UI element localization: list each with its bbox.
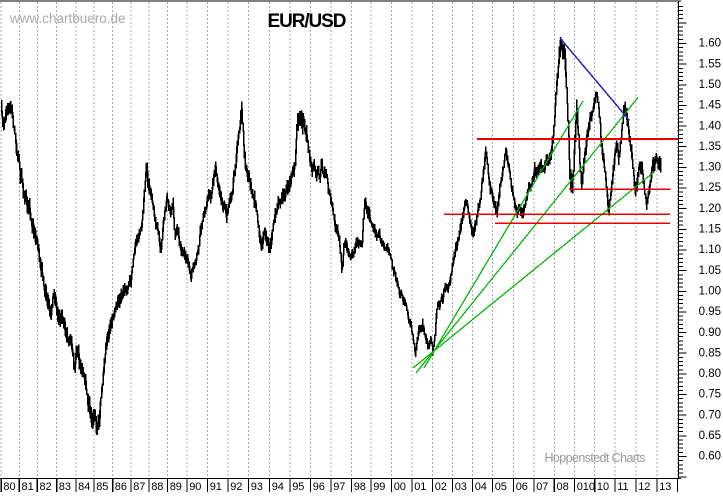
svg-text:1.45: 1.45 [699,100,721,112]
svg-text:83: 83 [59,481,71,492]
svg-text:1.35: 1.35 [699,141,721,153]
svg-text:1.10: 1.10 [699,244,721,256]
svg-text:0.85: 0.85 [699,347,721,359]
svg-text:81: 81 [22,481,34,492]
svg-text:www.chartbuero.de: www.chartbuero.de [9,11,126,26]
svg-text:0.60: 0.60 [699,451,721,463]
svg-text:10: 10 [597,481,609,492]
svg-text:00: 00 [394,481,406,492]
svg-text:98: 98 [354,481,366,492]
svg-text:1.30: 1.30 [699,162,721,174]
svg-text:05: 05 [495,481,507,492]
svg-text:85: 85 [96,481,108,492]
svg-text:0.70: 0.70 [699,409,721,421]
svg-text:04: 04 [475,481,487,492]
svg-text:1.60: 1.60 [699,38,721,50]
svg-text:11: 11 [617,481,628,492]
svg-text:88: 88 [151,481,163,492]
svg-text:02: 02 [435,481,447,492]
svg-text:06: 06 [516,481,528,492]
svg-text:86: 86 [115,481,127,492]
svg-text:96: 96 [313,481,325,492]
svg-text:13: 13 [659,481,671,492]
svg-text:07: 07 [536,481,548,492]
svg-text:0.75: 0.75 [699,389,721,401]
svg-text:1.50: 1.50 [699,79,721,91]
svg-text:12: 12 [638,481,650,492]
svg-text:92: 92 [230,481,242,492]
svg-text:95: 95 [292,481,304,492]
svg-text:1.15: 1.15 [699,224,721,236]
svg-text:80: 80 [3,481,15,492]
svg-text:99: 99 [373,481,385,492]
svg-text:94: 94 [272,481,284,492]
svg-text:1.25: 1.25 [699,182,721,194]
svg-text:90: 90 [189,481,201,492]
svg-text:84: 84 [78,481,90,492]
svg-text:EUR/USD: EUR/USD [268,11,347,32]
svg-text:0.90: 0.90 [699,327,721,339]
svg-text:89: 89 [170,481,182,492]
svg-text:0.65: 0.65 [699,430,721,442]
svg-text:1.55: 1.55 [699,58,721,70]
svg-text:0.80: 0.80 [699,368,721,380]
svg-text:91: 91 [210,481,222,492]
svg-text:1.20: 1.20 [699,203,721,215]
svg-text:0.95: 0.95 [699,306,721,318]
svg-text:97: 97 [333,481,345,492]
svg-text:08: 08 [557,481,569,492]
svg-text:1.05: 1.05 [699,265,721,277]
svg-text:010: 010 [577,481,595,492]
svg-text:93: 93 [251,481,263,492]
svg-text:01: 01 [414,481,426,492]
svg-text:82: 82 [40,481,52,492]
svg-text:87: 87 [133,481,145,492]
svg-text:1.00: 1.00 [699,286,721,298]
svg-text:03: 03 [455,481,467,492]
svg-text:Hoppenstedt Charts: Hoppenstedt Charts [545,451,646,465]
svg-text:1.40: 1.40 [699,120,721,132]
